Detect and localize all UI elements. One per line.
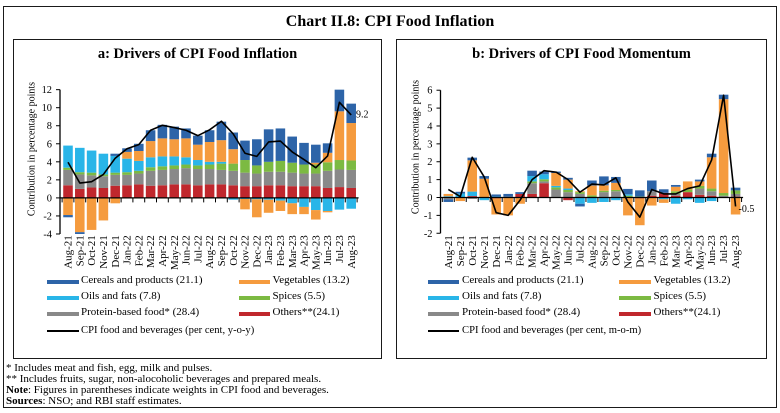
svg-text:Aug-23: Aug-23 xyxy=(346,235,358,269)
svg-text:Apr-22: Apr-22 xyxy=(539,235,551,267)
svg-text:Aug-22: Aug-22 xyxy=(587,235,599,269)
svg-text:Mar-23: Mar-23 xyxy=(287,235,299,268)
svg-text:Sep-22: Sep-22 xyxy=(216,235,228,266)
svg-text:Jul-23: Jul-23 xyxy=(718,235,730,263)
svg-text:Feb-22: Feb-22 xyxy=(515,235,527,266)
svg-text:Jan-22: Jan-22 xyxy=(122,235,134,264)
svg-text:8: 8 xyxy=(47,121,52,132)
svg-text:9.2: 9.2 xyxy=(356,110,369,121)
svg-text:Jun-22: Jun-22 xyxy=(181,235,193,265)
svg-text:Jul-22: Jul-22 xyxy=(192,235,204,263)
svg-text:May-22: May-22 xyxy=(169,235,181,270)
svg-text:12: 12 xyxy=(42,85,52,96)
svg-text:Oct-22: Oct-22 xyxy=(228,235,240,266)
svg-text:Oct-21: Oct-21 xyxy=(467,235,479,266)
svg-text:Dec-21: Dec-21 xyxy=(491,235,503,267)
svg-text:Aug-23: Aug-23 xyxy=(730,235,742,269)
svg-text:Feb-23: Feb-23 xyxy=(275,235,287,267)
svg-text:Nov-21: Nov-21 xyxy=(98,235,110,269)
svg-text:Nov-22: Nov-22 xyxy=(622,235,634,269)
svg-text:2: 2 xyxy=(427,157,432,168)
svg-text:Jan-23: Jan-23 xyxy=(263,235,275,265)
svg-text:-2: -2 xyxy=(424,229,433,240)
svg-text:10: 10 xyxy=(42,103,52,114)
svg-text:Apr-23: Apr-23 xyxy=(299,235,311,267)
svg-text:4: 4 xyxy=(427,121,433,132)
svg-text:Oct-22: Oct-22 xyxy=(610,235,622,266)
svg-text:Mar-22: Mar-22 xyxy=(145,235,157,268)
svg-text:Jun-23: Jun-23 xyxy=(322,235,334,265)
svg-text:Oct-21: Oct-21 xyxy=(86,235,98,266)
svg-text:Dec-22: Dec-22 xyxy=(251,235,263,267)
svg-text:Apr-23: Apr-23 xyxy=(682,235,694,267)
svg-text:Jul-22: Jul-22 xyxy=(575,235,587,263)
svg-text:Jul-23: Jul-23 xyxy=(334,235,346,263)
svg-text:Sep-21: Sep-21 xyxy=(455,235,467,266)
svg-text:May-23: May-23 xyxy=(310,235,322,270)
svg-text:-2: -2 xyxy=(43,211,52,222)
svg-text:Feb-23: Feb-23 xyxy=(658,235,670,267)
svg-text:Jun-22: Jun-22 xyxy=(563,235,575,265)
svg-text:Jun-23: Jun-23 xyxy=(706,235,718,265)
svg-text:Mar-23: Mar-23 xyxy=(670,235,682,268)
svg-text:Sep-21: Sep-21 xyxy=(74,235,86,266)
svg-text:Aug-21: Aug-21 xyxy=(443,235,455,269)
svg-text:Jan-23: Jan-23 xyxy=(646,235,658,265)
svg-text:Jan-22: Jan-22 xyxy=(503,235,515,264)
svg-text:0: 0 xyxy=(427,193,432,204)
svg-text:3: 3 xyxy=(427,139,432,150)
svg-text:0: 0 xyxy=(47,193,52,204)
svg-text:4: 4 xyxy=(47,157,53,168)
svg-text:Nov-22: Nov-22 xyxy=(240,235,252,269)
svg-text:-4: -4 xyxy=(43,229,52,240)
svg-text:Nov-21: Nov-21 xyxy=(479,235,491,269)
svg-text:Feb-22: Feb-22 xyxy=(133,235,145,266)
svg-text:Dec-21: Dec-21 xyxy=(110,235,122,267)
svg-text:May-22: May-22 xyxy=(551,235,563,270)
svg-text:Sep-22: Sep-22 xyxy=(599,235,611,266)
svg-text:Dec-22: Dec-22 xyxy=(634,235,646,267)
svg-text:-1: -1 xyxy=(424,211,433,222)
svg-text:1: 1 xyxy=(427,175,432,186)
svg-text:Aug-22: Aug-22 xyxy=(204,235,216,269)
svg-text:2: 2 xyxy=(47,175,52,186)
svg-text:May-23: May-23 xyxy=(694,235,706,270)
svg-text:Mar-22: Mar-22 xyxy=(527,235,539,268)
svg-text:-0.5: -0.5 xyxy=(739,204,755,215)
svg-text:Aug-21: Aug-21 xyxy=(63,235,75,269)
svg-text:Apr-22: Apr-22 xyxy=(157,235,169,267)
svg-text:5: 5 xyxy=(427,104,432,115)
svg-text:6: 6 xyxy=(427,86,432,97)
svg-text:6: 6 xyxy=(47,139,52,150)
